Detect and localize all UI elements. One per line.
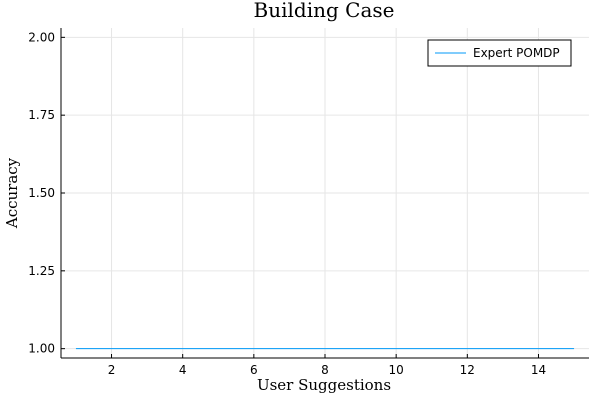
y-tick-label: 2.00: [28, 30, 55, 44]
y-axis-label: Accuracy: [3, 157, 21, 229]
x-axis-label: User Suggestions: [257, 376, 391, 394]
x-tick-label: 2: [108, 363, 116, 377]
legend: Expert POMDP: [427, 39, 572, 67]
y-tick-label: 1.25: [28, 264, 55, 278]
x-tick-label: 6: [250, 363, 258, 377]
grid: [61, 28, 589, 358]
chart-title: Building Case: [254, 0, 395, 22]
y-tick-label: 1.00: [28, 342, 55, 356]
x-tick-label: 14: [531, 363, 546, 377]
x-tick-label: 12: [460, 363, 475, 377]
y-tick-label: 1.75: [28, 108, 55, 122]
ticks: 2 4 6 8 10 12 14 1.00 1.25 1.50 1.75 2.00: [28, 30, 546, 377]
x-tick-label: 4: [179, 363, 187, 377]
legend-label-expert-pomdp: Expert POMDP: [473, 46, 560, 60]
x-tick-label: 10: [389, 363, 404, 377]
x-tick-label: 8: [321, 363, 329, 377]
y-tick-label: 1.50: [28, 186, 55, 200]
